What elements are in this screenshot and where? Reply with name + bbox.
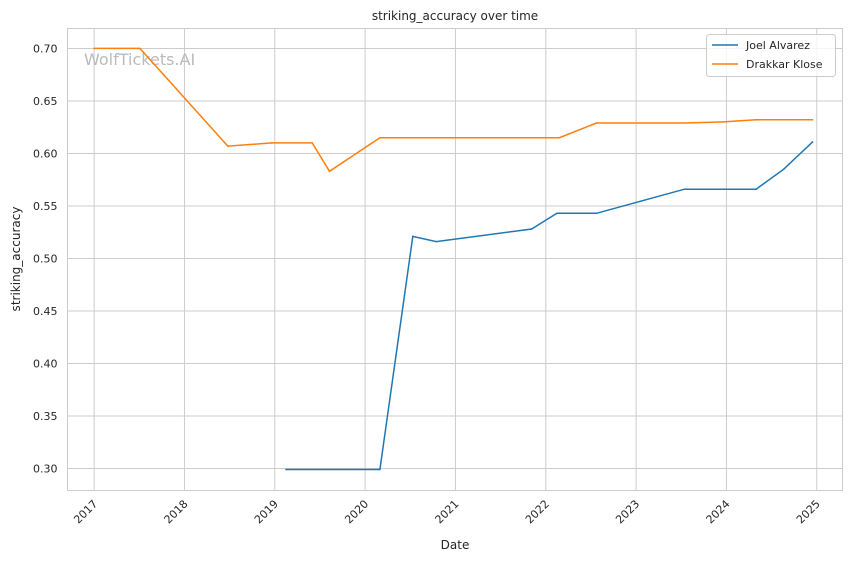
data-point	[811, 119, 814, 121]
data-point	[558, 136, 561, 139]
data-point	[684, 122, 687, 124]
data-point	[811, 141, 814, 143]
data-point	[755, 188, 757, 190]
plot-frame	[67, 28, 843, 491]
data-point	[435, 240, 438, 243]
data-point	[271, 142, 273, 144]
data-point	[328, 170, 331, 173]
data-point	[285, 468, 287, 471]
data-point	[556, 212, 558, 215]
data-point	[595, 212, 598, 215]
watermark: WolfTickets.AI	[84, 50, 195, 69]
data-point	[595, 122, 598, 124]
y-tick-label: 0.30	[33, 462, 58, 475]
data-point	[722, 121, 725, 123]
data-point	[93, 47, 95, 50]
legend-box	[706, 34, 836, 77]
data-point	[530, 228, 533, 230]
data-point	[683, 188, 686, 190]
legend-label: Drakkar Klose	[746, 58, 823, 71]
y-tick-label: 0.45	[33, 305, 58, 318]
data-point	[411, 235, 414, 238]
y-tick-label: 0.35	[33, 410, 58, 423]
data-point	[226, 145, 229, 147]
legend-label: Joel Alvarez	[745, 39, 810, 52]
data-point	[311, 142, 313, 144]
data-point	[755, 119, 757, 121]
y-tick-label: 0.60	[33, 147, 58, 160]
data-point	[379, 136, 381, 139]
y-axis-label: striking_accuracy	[9, 207, 23, 312]
y-tick-label: 0.70	[33, 42, 58, 55]
data-point	[139, 47, 141, 50]
y-tick-label: 0.50	[33, 252, 58, 265]
y-tick-label: 0.55	[33, 200, 58, 213]
y-tick-label: 0.40	[33, 357, 58, 370]
y-tick-label: 0.65	[33, 95, 58, 108]
legend: Joel Alvarez Drakkar Klose	[706, 34, 836, 77]
chart-title: striking_accuracy over time	[372, 9, 538, 23]
data-point	[379, 468, 381, 471]
data-point	[782, 168, 785, 170]
x-axis-label: Date	[441, 538, 470, 552]
